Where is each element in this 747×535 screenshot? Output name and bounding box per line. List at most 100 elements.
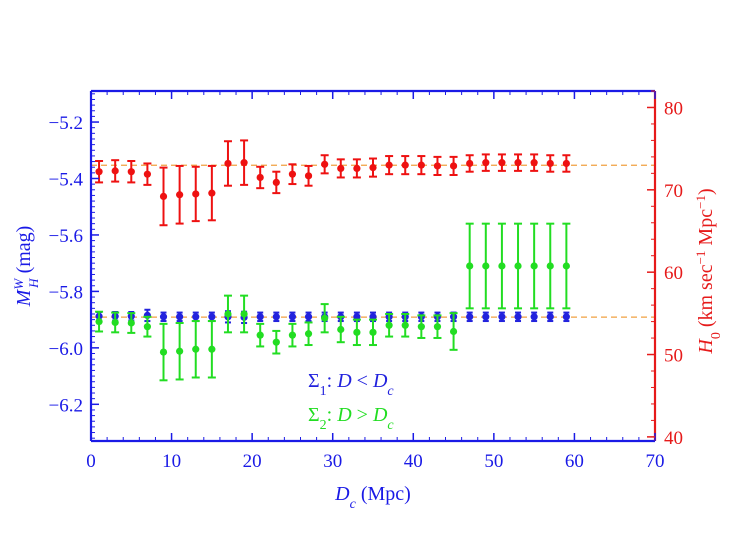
- x-tick-label: 30: [323, 451, 342, 472]
- data-point: [401, 321, 409, 329]
- y-left-label-sup: W: [11, 278, 26, 290]
- data-point: [304, 330, 313, 338]
- legend-sigma1-var2-sub: c: [387, 384, 394, 399]
- data-point: [256, 313, 264, 321]
- series-sigma1: [95, 308, 570, 325]
- x-tick-label: 0: [86, 451, 96, 472]
- data-point: [385, 321, 393, 329]
- data-point: [208, 313, 216, 321]
- data-point: [482, 313, 490, 321]
- data-point: [546, 159, 554, 168]
- data-point: [498, 313, 506, 321]
- y-right-tick-label: 60: [664, 263, 683, 284]
- data-point: [256, 331, 264, 339]
- data-point: [514, 159, 522, 167]
- legend-sigma1-var2: D: [372, 370, 388, 392]
- y-right-label-unit-prefix: (km sec: [695, 264, 717, 332]
- y-left-label-unit: (mag): [13, 226, 35, 279]
- legend-entry-sigma2: Σ2: D > Dc: [308, 404, 394, 433]
- data-point: [143, 170, 151, 178]
- data-point: [514, 262, 522, 270]
- legend-sigma1-symbol: Σ: [308, 370, 320, 392]
- data-point: [449, 162, 458, 170]
- data-point: [143, 323, 151, 331]
- data-point: [466, 159, 474, 168]
- data-point: [288, 313, 297, 321]
- y-left-tick-label: −5.4: [49, 170, 84, 191]
- data-point: [304, 172, 313, 180]
- y-right-label-var: H: [695, 338, 717, 355]
- x-tick-label: 40: [404, 451, 423, 472]
- data-point: [385, 161, 393, 169]
- legend-sigma1-sub: 1: [320, 384, 327, 399]
- y-right-label-unit-suffix: ): [695, 188, 717, 195]
- data-point: [127, 319, 135, 327]
- legend-sigma1-var1: D: [336, 370, 352, 392]
- data-point: [514, 313, 522, 321]
- data-point: [95, 168, 103, 176]
- y-left-label-sub: H: [26, 278, 41, 289]
- data-point: [272, 338, 280, 346]
- data-point: [159, 313, 168, 321]
- x-tick-label: 60: [565, 451, 584, 472]
- data-point: [401, 161, 409, 169]
- legend-sigma1-colon: :: [327, 370, 338, 392]
- data-point: [321, 314, 329, 322]
- y-left-tick-label: −6.2: [49, 395, 83, 416]
- data-point: [111, 318, 119, 327]
- data-point: [562, 313, 570, 321]
- data-point: [176, 347, 184, 355]
- reference-lines: [91, 164, 655, 318]
- data-point: [304, 313, 313, 321]
- y-right-tick-label: 70: [664, 181, 683, 202]
- data-point: [111, 167, 119, 175]
- data-point: [498, 159, 506, 167]
- data-point: [337, 325, 345, 334]
- data-point: [176, 313, 184, 321]
- data-point: [192, 345, 200, 353]
- data-point: [433, 323, 442, 331]
- y-left-tick-label: −6.0: [49, 339, 83, 360]
- series-h0: [95, 139, 571, 227]
- legend-sigma2-symbol: Σ: [308, 404, 320, 426]
- data-point: [208, 345, 216, 353]
- data-point: [256, 173, 264, 182]
- legend-sigma2-var2: D: [372, 404, 388, 426]
- data-point: [224, 159, 232, 168]
- y-right-label-exp2: −1: [693, 195, 708, 209]
- data-point: [498, 262, 506, 270]
- data-point: [530, 313, 538, 321]
- plot-frame: [89, 89, 657, 443]
- y-left-tick-label: −5.2: [49, 113, 83, 134]
- data-point: [321, 160, 329, 168]
- legend-sigma2-sub: 2: [320, 418, 327, 433]
- y-right-axis-label: H0 (km sec−1 Mpc−1): [693, 188, 724, 354]
- legend-entry-sigma1: Σ1: D < Dc: [308, 370, 394, 399]
- data-point: [208, 189, 216, 197]
- data-point: [127, 168, 135, 176]
- data-point: [562, 159, 570, 168]
- y-right-tick-label: 50: [664, 346, 683, 367]
- data-point: [546, 262, 554, 270]
- x-axis-label-unit: (Mpc): [356, 483, 411, 505]
- x-tick-label: 50: [484, 451, 503, 472]
- legend-sigma1-rel: <: [352, 370, 373, 392]
- y-right-label-exp1: −1: [693, 251, 708, 265]
- data-point: [353, 313, 361, 321]
- legend-sigma2-var1: D: [336, 404, 352, 426]
- x-tick-label: 10: [162, 451, 181, 472]
- data-point: [482, 159, 490, 167]
- x-axis-label-sub: c: [350, 497, 357, 512]
- data-point: [369, 328, 377, 336]
- y-right-label-sub: 0: [709, 332, 724, 339]
- data-point: [530, 262, 538, 270]
- data-point: [176, 191, 184, 199]
- series-sigma2: [95, 222, 571, 382]
- data-point: [240, 310, 248, 318]
- data-point: [95, 318, 103, 326]
- legend-sigma2-var2-sub: c: [387, 418, 394, 433]
- data-point: [466, 262, 474, 270]
- data-point: [530, 159, 538, 167]
- legend-sigma2-rel: >: [352, 404, 373, 426]
